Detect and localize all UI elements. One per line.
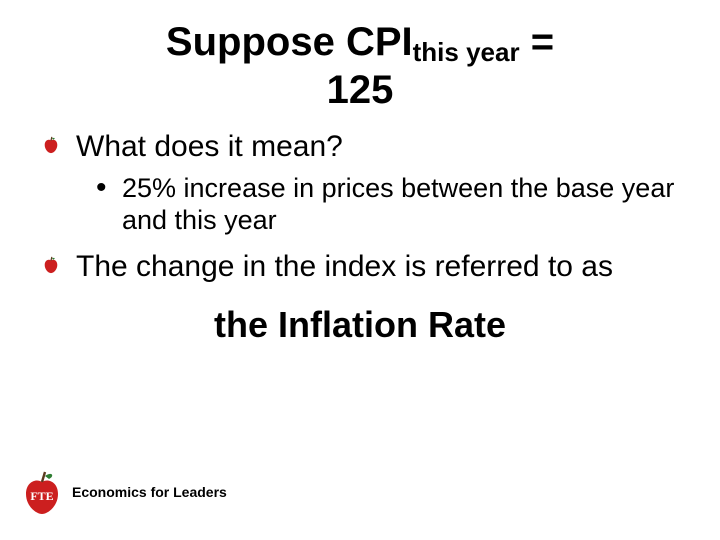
sub-bullet-list: 25% increase in prices between the base … xyxy=(76,172,680,237)
bullet-text: The change in the index is referred to a… xyxy=(76,250,613,283)
title-subscript: this year xyxy=(413,37,520,67)
title-suffix: = xyxy=(520,20,554,64)
footer-label: Economics for Leaders xyxy=(72,484,227,500)
apple-logo-icon: FTE xyxy=(22,470,62,514)
slide-title: Suppose CPIthis year = 125 xyxy=(40,18,680,114)
title-line-2: 125 xyxy=(40,66,680,114)
emphasis-text: the Inflation Rate xyxy=(40,304,680,346)
logo-text: FTE xyxy=(30,489,53,503)
apple-icon xyxy=(42,256,60,274)
title-line-1: Suppose CPIthis year = xyxy=(40,18,680,66)
list-item: The change in the index is referred to a… xyxy=(66,248,680,286)
apple-icon xyxy=(42,136,60,154)
slide: Suppose CPIthis year = 125 What does it … xyxy=(0,0,720,540)
list-item: 25% increase in prices between the base … xyxy=(114,172,680,237)
title-prefix: Suppose CPI xyxy=(166,20,413,64)
bullet-text: What does it mean? xyxy=(76,130,343,163)
logo: FTE xyxy=(22,470,62,514)
list-item: What does it mean? 25% increase in price… xyxy=(66,128,680,236)
sub-bullet-text: 25% increase in prices between the base … xyxy=(122,173,674,235)
bullet-list: What does it mean? 25% increase in price… xyxy=(40,128,680,286)
footer: FTE Economics for Leaders xyxy=(22,470,227,514)
